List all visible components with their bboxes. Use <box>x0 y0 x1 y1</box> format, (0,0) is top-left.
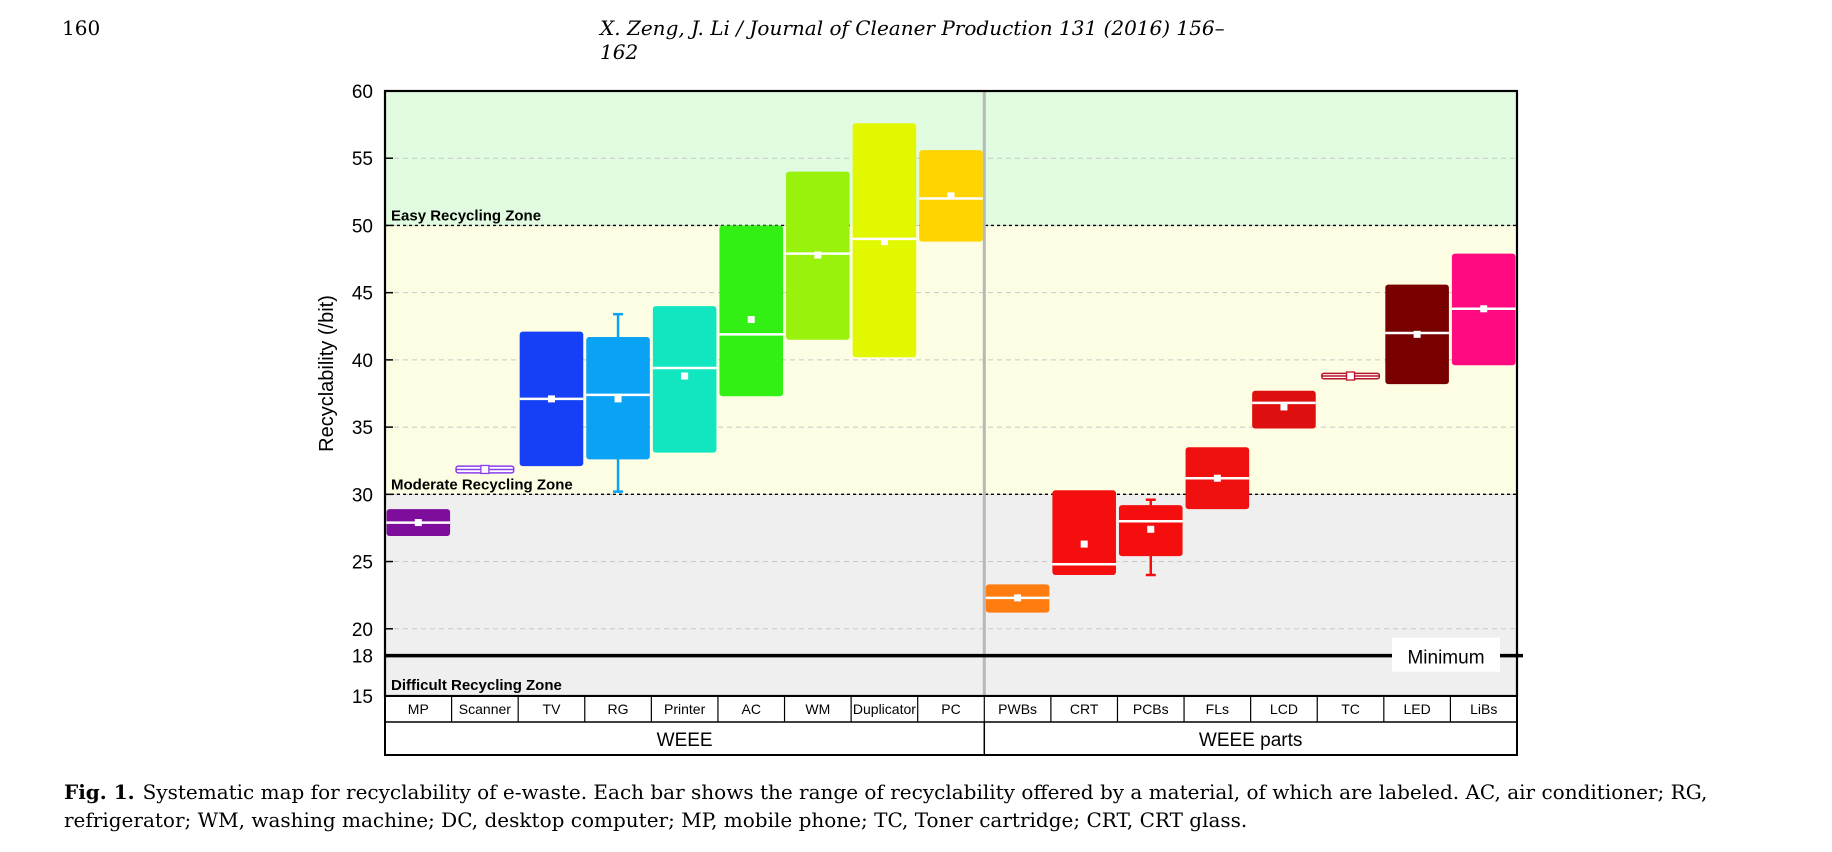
box-AC <box>719 225 784 397</box>
mean-marker <box>1280 403 1288 411</box>
zone-label: Moderate Recycling Zone <box>391 476 573 493</box>
y-axis-label: Recyclability (/bit) <box>316 295 338 452</box>
x-tick-label: FLs <box>1206 701 1229 717</box>
group-label: WEEE parts <box>1199 730 1302 751</box>
y-tick-label: 45 <box>352 284 373 305</box>
mean-marker <box>880 238 888 246</box>
x-tick-label: WM <box>805 701 830 717</box>
group-label: WEEE <box>657 730 713 751</box>
y-tick-label: 18 <box>352 647 373 668</box>
x-tick-label: LED <box>1404 701 1431 717</box>
zone-2 <box>385 494 1517 696</box>
x-tick-label: Scanner <box>459 701 511 717</box>
mean-marker <box>1413 330 1421 338</box>
y-tick-label: 25 <box>352 553 373 574</box>
page-number: 160 <box>62 16 101 40</box>
mean-marker <box>480 464 490 475</box>
x-tick-label: Printer <box>664 701 706 717</box>
y-tick-label: 35 <box>352 418 373 439</box>
caption-label: Fig. 1. <box>64 780 135 804</box>
mean-marker <box>1147 525 1155 533</box>
x-tick-label: AC <box>742 701 761 717</box>
y-tick-label: 30 <box>352 485 373 506</box>
mean-marker <box>1345 371 1356 381</box>
category-table <box>384 695 1518 756</box>
x-tick-label: TV <box>543 701 562 717</box>
zone-label: Easy Recycling Zone <box>391 207 541 224</box>
x-tick-label: PC <box>941 701 960 717</box>
x-tick-label: TC <box>1341 701 1360 717</box>
x-tick-label: RG <box>608 701 629 717</box>
mean-marker <box>747 316 755 324</box>
mean-marker <box>614 395 622 403</box>
mean-marker <box>1014 594 1022 602</box>
x-tick-label: CRT <box>1070 701 1099 717</box>
mean-marker <box>681 372 689 380</box>
mean-marker <box>1213 474 1221 482</box>
caption-text: Systematic map for recyclability of e-wa… <box>64 780 1708 832</box>
y-tick-label: 20 <box>352 620 373 641</box>
running-header: X. Zeng, J. Li / Journal of Cleaner Prod… <box>600 16 1225 64</box>
mean-marker <box>1080 540 1088 548</box>
y-tick-label: 40 <box>352 351 373 372</box>
figure-caption: Fig. 1. Systematic map for recyclability … <box>64 778 1784 834</box>
mean-marker <box>814 251 822 259</box>
minimum-label-bg <box>1392 637 1500 672</box>
mean-marker <box>547 395 555 403</box>
y-tick-label: 60 <box>352 82 373 103</box>
x-tick-label: PCBs <box>1133 701 1169 717</box>
zone-label: Difficult Recycling Zone <box>391 677 562 694</box>
x-tick-label: PWBs <box>998 701 1037 717</box>
mean-marker <box>947 192 955 200</box>
y-tick-label: 15 <box>352 687 373 708</box>
x-tick-label: LiBs <box>1470 701 1497 717</box>
x-tick-label: Duplicator <box>853 701 916 717</box>
x-tick-label: LCD <box>1270 701 1298 717</box>
y-tick-label: 50 <box>352 216 373 237</box>
x-tick-label: MP <box>408 701 429 717</box>
box-CRT <box>1052 490 1116 575</box>
mean-marker <box>1480 305 1488 313</box>
minimum-label: Minimum <box>1407 648 1484 669</box>
y-tick-label: 55 <box>352 149 373 170</box>
mean-marker <box>414 519 422 527</box>
